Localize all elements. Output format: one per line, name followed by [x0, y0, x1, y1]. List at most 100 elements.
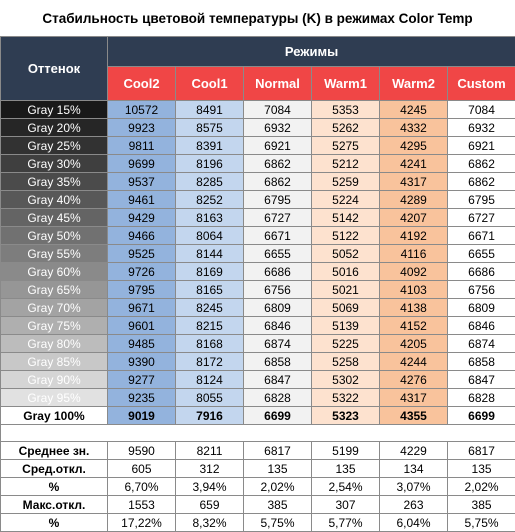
shade-label: Gray 50% — [1, 227, 108, 245]
value-cell: 9726 — [108, 263, 176, 281]
mode-header-1: Cool1 — [176, 67, 244, 101]
modes-header: Режимы — [108, 37, 515, 67]
value-cell: 5302 — [312, 371, 380, 389]
value-cell: 6699 — [448, 407, 515, 425]
value-cell: 10572 — [108, 101, 176, 119]
mode-header-4: Warm2 — [380, 67, 448, 101]
stats-value: 2,02% — [448, 478, 515, 496]
value-cell: 6858 — [244, 353, 312, 371]
value-cell: 7084 — [448, 101, 515, 119]
value-cell: 6847 — [244, 371, 312, 389]
value-cell: 6671 — [244, 227, 312, 245]
value-cell: 6846 — [448, 317, 515, 335]
value-cell: 9466 — [108, 227, 176, 245]
value-cell: 5224 — [312, 191, 380, 209]
value-cell: 8391 — [176, 137, 244, 155]
stats-label: Среднее зн. — [1, 442, 108, 460]
stats-value: 6,04% — [380, 514, 448, 532]
stats-value: 3,07% — [380, 478, 448, 496]
value-cell: 4152 — [380, 317, 448, 335]
value-cell: 6809 — [448, 299, 515, 317]
value-cell: 6862 — [244, 173, 312, 191]
stats-value: 17,22% — [108, 514, 176, 532]
mode-header-2: Normal — [244, 67, 312, 101]
value-cell: 8172 — [176, 353, 244, 371]
value-cell: 6686 — [448, 263, 515, 281]
separator-cell — [1, 425, 515, 442]
value-cell: 4355 — [380, 407, 448, 425]
value-cell: 6862 — [448, 173, 515, 191]
stats-value: 4229 — [380, 442, 448, 460]
shade-label: Gray 85% — [1, 353, 108, 371]
shade-label: Gray 80% — [1, 335, 108, 353]
page-title: Стабильность цветовой температуры (K) в … — [0, 0, 515, 36]
value-cell: 5016 — [312, 263, 380, 281]
value-cell: 9795 — [108, 281, 176, 299]
value-cell: 6809 — [244, 299, 312, 317]
value-cell: 5262 — [312, 119, 380, 137]
value-cell: 8169 — [176, 263, 244, 281]
separator-row — [1, 425, 515, 442]
value-cell: 9923 — [108, 119, 176, 137]
value-cell: 5212 — [312, 155, 380, 173]
value-cell: 8064 — [176, 227, 244, 245]
stats-value: 9590 — [108, 442, 176, 460]
value-cell: 6858 — [448, 353, 515, 371]
mode-header-5: Custom — [448, 67, 515, 101]
stats-value: 3,94% — [176, 478, 244, 496]
value-cell: 4092 — [380, 263, 448, 281]
shade-label: Gray 25% — [1, 137, 108, 155]
value-cell: 6795 — [244, 191, 312, 209]
stats-value: 312 — [176, 460, 244, 478]
shade-label: Gray 30% — [1, 155, 108, 173]
value-cell: 5139 — [312, 317, 380, 335]
shade-label: Gray 65% — [1, 281, 108, 299]
value-cell: 5225 — [312, 335, 380, 353]
value-cell: 4205 — [380, 335, 448, 353]
stats-value: 5,75% — [448, 514, 515, 532]
value-cell: 6862 — [244, 155, 312, 173]
value-cell: 7916 — [176, 407, 244, 425]
value-cell: 9811 — [108, 137, 176, 155]
value-cell: 9525 — [108, 245, 176, 263]
value-cell: 9235 — [108, 389, 176, 407]
value-cell: 4207 — [380, 209, 448, 227]
shade-label: Gray 70% — [1, 299, 108, 317]
stats-value: 135 — [312, 460, 380, 478]
stats-value: 5,75% — [244, 514, 312, 532]
value-cell: 6756 — [244, 281, 312, 299]
value-cell: 6699 — [244, 407, 312, 425]
value-cell: 8124 — [176, 371, 244, 389]
value-cell: 8165 — [176, 281, 244, 299]
mode-header-3: Warm1 — [312, 67, 380, 101]
stats-value: 135 — [244, 460, 312, 478]
stats-row: %17,22%8,32%5,75%5,77%6,04%5,75% — [1, 514, 515, 532]
value-cell: 8144 — [176, 245, 244, 263]
shade-label: Gray 100% — [1, 407, 108, 425]
value-cell: 8163 — [176, 209, 244, 227]
value-cell: 6874 — [244, 335, 312, 353]
value-cell: 6828 — [244, 389, 312, 407]
value-cell: 5275 — [312, 137, 380, 155]
shade-header: Оттенок — [1, 37, 108, 101]
value-cell: 6921 — [448, 137, 515, 155]
value-cell: 6756 — [448, 281, 515, 299]
value-cell: 5122 — [312, 227, 380, 245]
value-cell: 5069 — [312, 299, 380, 317]
value-cell: 6828 — [448, 389, 515, 407]
value-cell: 8575 — [176, 119, 244, 137]
shade-label: Gray 35% — [1, 173, 108, 191]
value-cell: 8196 — [176, 155, 244, 173]
stats-value: 6,70% — [108, 478, 176, 496]
value-cell: 4289 — [380, 191, 448, 209]
stats-value: 8,32% — [176, 514, 244, 532]
value-cell: 9671 — [108, 299, 176, 317]
